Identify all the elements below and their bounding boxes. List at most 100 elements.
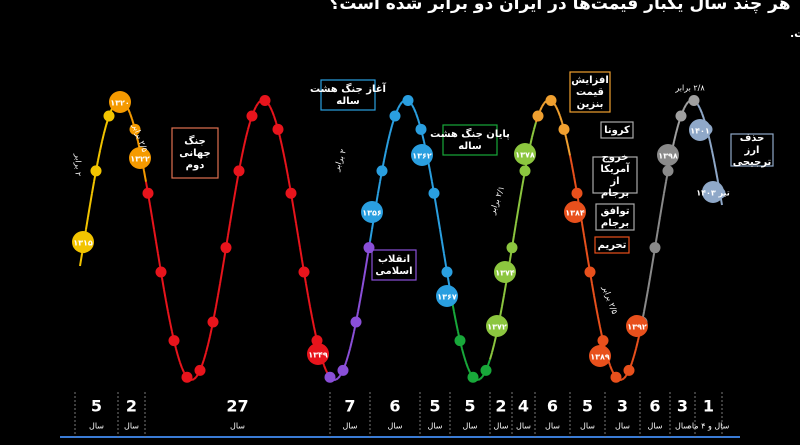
year-label: ۱۳۷۲ — [487, 323, 507, 332]
wave-line — [493, 336, 497, 346]
wave-line — [181, 367, 185, 373]
wave-dot — [155, 266, 167, 278]
wave-line — [557, 110, 561, 117]
wave-line — [157, 253, 161, 267]
wave-line — [713, 160, 717, 172]
wave-line — [533, 121, 537, 130]
wave-dot — [610, 371, 622, 383]
wave-line — [97, 150, 101, 161]
period-unit: سال — [124, 422, 139, 431]
wave-line — [387, 132, 391, 142]
year-label: ۱۳۲۰ — [110, 99, 130, 108]
wave-line — [517, 198, 521, 212]
wave-line — [167, 311, 171, 323]
period-years: 4 — [518, 397, 529, 416]
period-unit: سال — [343, 422, 358, 431]
period-years: 6 — [389, 397, 400, 416]
wave-dot — [571, 187, 583, 199]
period-unit: سال — [388, 422, 403, 431]
wave-line — [531, 129, 535, 138]
wave-line — [213, 306, 217, 318]
wave-dot — [324, 371, 336, 383]
event-box — [595, 203, 635, 231]
year-circle — [486, 315, 508, 337]
wave-dot — [142, 187, 154, 199]
event-label: پایان جنگ هشت ساله — [430, 128, 510, 152]
wave-dot — [623, 364, 635, 376]
wave-dot — [454, 335, 466, 347]
wave-line — [467, 367, 471, 373]
wave-line — [285, 165, 289, 177]
ratio-label: ۲ برابر — [74, 153, 83, 176]
wave-dot — [207, 316, 219, 328]
period-years: 5 — [91, 397, 102, 416]
wave-line — [567, 145, 571, 156]
event-box — [730, 133, 774, 167]
wave-line — [477, 378, 481, 381]
wave-dot — [597, 335, 609, 347]
wave-line — [663, 181, 667, 194]
wave-line — [247, 121, 251, 130]
year-circle — [689, 119, 711, 141]
wave-dot — [363, 242, 375, 254]
wave-line — [573, 176, 577, 188]
wave-line — [295, 222, 299, 236]
wave-line — [87, 204, 91, 218]
wave-dot — [272, 123, 284, 135]
wave-line — [253, 106, 257, 112]
year-circle — [626, 315, 648, 337]
wave-line — [255, 102, 259, 108]
wave-dot — [558, 123, 570, 135]
wave-line — [697, 104, 701, 110]
event-label: افزایش قیمت بنزین — [571, 75, 609, 110]
wave-line — [651, 253, 655, 267]
wave-line — [397, 104, 401, 110]
wave-line — [215, 295, 219, 307]
wave-line — [313, 326, 317, 337]
wave-line — [207, 336, 211, 346]
wave-line — [599, 326, 603, 337]
period-unit: سال — [428, 422, 443, 431]
period-unit: سال — [494, 422, 509, 431]
event-label: کرونا — [604, 125, 630, 136]
wave-line — [711, 150, 715, 161]
year-circle — [702, 181, 724, 203]
year-label: ۱۳۸۴ — [565, 209, 585, 218]
wave-line — [635, 340, 639, 350]
wave-line — [559, 115, 563, 123]
wave-line — [279, 137, 283, 147]
event-label: جنگ جهانی دوم — [179, 135, 210, 171]
wave-dot — [688, 95, 700, 107]
period-years: 6 — [547, 397, 558, 416]
period-unit: سال — [648, 422, 663, 431]
wave-line — [649, 265, 653, 279]
wave-line — [399, 101, 403, 106]
wave-line — [283, 155, 287, 166]
wave-line — [129, 112, 133, 120]
wave-line — [583, 235, 587, 248]
period-years: 3 — [677, 397, 688, 416]
wave-line — [233, 187, 237, 200]
wave-line — [85, 216, 89, 230]
wave-line — [177, 355, 181, 363]
wave-line — [383, 150, 387, 161]
year-circle — [494, 261, 516, 283]
wave-line — [153, 229, 157, 242]
year-label: تیر ۱۴۰۳ — [696, 189, 730, 198]
wave-line — [241, 145, 245, 156]
year-label: ۱۳۸۹ — [590, 353, 610, 362]
year-label: ۱۳۹۸ — [658, 152, 678, 161]
wave-line — [191, 378, 195, 381]
period-unit: سال — [230, 422, 245, 431]
year-circle — [109, 91, 131, 113]
event-box — [171, 127, 219, 179]
wave-dot — [662, 165, 674, 177]
title: هر چند سال یکبار قیمت‌ها در ایران دو برا… — [329, 0, 790, 14]
year-label: ۱۳۴۹ — [308, 351, 328, 360]
period-years: 5 — [429, 397, 440, 416]
wave-line — [349, 340, 353, 350]
period-years: 27 — [226, 397, 248, 416]
wave-dot — [519, 165, 531, 177]
